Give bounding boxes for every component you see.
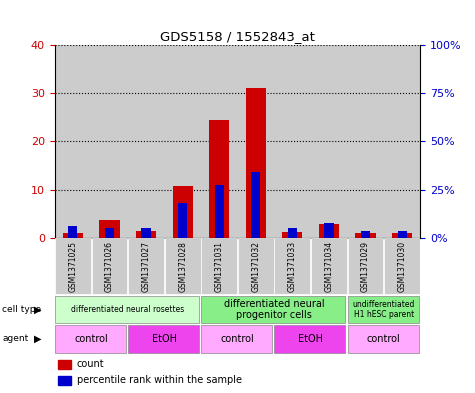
Text: GSM1371030: GSM1371030 [398,241,407,292]
Bar [99,220,120,238]
Bar [282,232,303,238]
Text: undifferentiated
H1 hESC parent: undifferentiated H1 hESC parent [352,300,415,319]
Text: GSM1371029: GSM1371029 [361,241,370,292]
Bar [55,45,91,238]
Bar [348,238,383,294]
Text: control: control [74,334,108,344]
Bar [311,238,347,294]
Text: differentiated neural
progenitor cells: differentiated neural progenitor cells [224,299,324,320]
Bar [164,45,201,238]
Text: EtOH: EtOH [152,334,177,344]
Bar [105,228,114,238]
Text: GSM1371027: GSM1371027 [142,241,151,292]
Title: GDS5158 / 1552843_at: GDS5158 / 1552843_at [160,29,315,42]
Bar [384,45,420,238]
Bar [355,233,376,238]
Bar [128,45,164,238]
Text: GSM1371033: GSM1371033 [288,241,297,292]
Bar [92,238,127,294]
Bar [246,88,266,238]
Bar [55,238,91,294]
Text: GSM1371026: GSM1371026 [105,241,114,292]
Bar [348,296,418,323]
Bar [392,233,412,238]
Bar [201,325,272,353]
Bar [165,238,200,294]
Bar [128,325,199,353]
Bar [251,172,260,238]
Bar [238,45,274,238]
Text: EtOH: EtOH [298,334,323,344]
Bar [361,231,370,238]
Bar [68,226,77,238]
Text: ▶: ▶ [34,305,42,314]
Bar [288,228,297,238]
Text: control: control [220,334,255,344]
Text: ▶: ▶ [34,334,42,344]
Bar [128,238,164,294]
Text: GSM1371034: GSM1371034 [324,241,333,292]
Bar [91,45,128,238]
Bar [201,238,237,294]
Bar [136,231,156,238]
Text: GSM1371025: GSM1371025 [68,241,77,292]
Bar [172,186,193,238]
Bar [319,224,339,238]
Bar [398,231,407,238]
Bar [178,203,187,238]
Text: count: count [76,359,104,369]
Bar [55,325,126,353]
Bar [58,376,71,385]
Bar [348,325,418,353]
Bar [324,223,333,238]
Bar [347,45,384,238]
Bar [238,238,274,294]
Bar [311,45,347,238]
Bar [142,228,151,238]
Bar [384,238,420,294]
Bar [209,120,229,238]
Bar [215,185,224,238]
Bar [201,45,238,238]
Text: GSM1371031: GSM1371031 [215,241,224,292]
Bar [275,238,310,294]
Bar [63,233,83,238]
Text: percentile rank within the sample: percentile rank within the sample [76,375,242,386]
Bar [55,296,199,323]
Text: agent: agent [2,334,28,343]
Text: cell type: cell type [2,305,41,314]
Bar [274,45,311,238]
Text: control: control [367,334,401,344]
Text: differentiated neural rosettes: differentiated neural rosettes [71,305,184,314]
Bar [201,296,345,323]
Bar [58,360,71,369]
Text: GSM1371028: GSM1371028 [178,241,187,292]
Bar [275,325,345,353]
Text: GSM1371032: GSM1371032 [251,241,260,292]
